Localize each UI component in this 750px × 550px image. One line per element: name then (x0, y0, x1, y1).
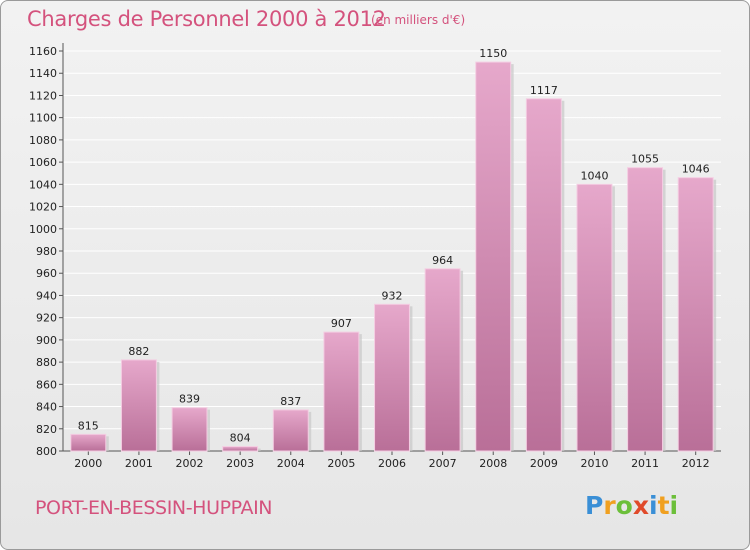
bar-2004 (272, 409, 309, 452)
logo-letter: o (615, 491, 633, 520)
y-tick-label: 960 (36, 267, 57, 280)
x-tick-label-2003: 2003 (226, 457, 254, 470)
chart-title: Charges de Personnel 2000 à 2012 (27, 7, 386, 31)
data-label-2002: 839 (179, 393, 200, 406)
x-tick-label-2006: 2006 (378, 457, 406, 470)
data-label-2009: 1117 (530, 84, 558, 97)
x-tick-label-2002: 2002 (176, 457, 204, 470)
data-label-2000: 815 (78, 419, 99, 432)
data-labels: 815 882 839 804 837 907 932 964 1150 1117 1040 1055… (78, 47, 710, 444)
bar-2009 (525, 98, 562, 452)
logo-letter: i (649, 491, 658, 520)
bar-2002 (171, 407, 208, 452)
x-tick-label-2001: 2001 (125, 457, 153, 470)
data-label-2003: 804 (230, 432, 251, 445)
logo-letter: t (657, 491, 670, 520)
y-tick-label: 820 (36, 423, 57, 436)
x-tick-label-2009: 2009 (530, 457, 558, 470)
bar-2012 (677, 177, 714, 452)
x-tick-label-2007: 2007 (429, 457, 457, 470)
data-label-2008: 1150 (479, 47, 507, 60)
y-tick-label: 900 (36, 334, 57, 347)
x-tick-labels: 2000 2001 2002 2003 2004 2005 2006 2007 2008 2009… (74, 457, 709, 470)
y-tick-label: 860 (36, 378, 57, 391)
y-tick-label: 1060 (29, 156, 57, 169)
data-label-2012: 1046 (682, 163, 710, 176)
bar-2006 (374, 303, 410, 452)
bar-2001 (120, 359, 157, 452)
bar-2000 (70, 433, 107, 452)
logo-letter: r (603, 491, 616, 520)
data-label-2006: 932 (382, 289, 403, 302)
y-tick-label: 840 (36, 401, 57, 414)
data-label-2010: 1040 (580, 169, 608, 182)
y-tick-label: 920 (36, 312, 57, 325)
town-name: PORT-EN-BESSIN-HUPPAIN (35, 497, 273, 519)
y-tick-labels: 800 820 840 860 880 900 920 940 960 980 1000 1020 10… (29, 45, 57, 458)
bar-2007 (424, 268, 461, 452)
bar-2008 (475, 61, 512, 452)
data-label-2011: 1055 (631, 153, 659, 166)
y-tick-label: 980 (36, 245, 57, 258)
x-tick-label-2005: 2005 (327, 457, 355, 470)
bar-2011 (627, 167, 664, 452)
y-tick-label: 1080 (29, 134, 57, 147)
x-tick-label-2000: 2000 (74, 457, 102, 470)
bar-2003 (222, 446, 259, 452)
y-tick-label: 1120 (29, 89, 57, 102)
x-tick-label-2004: 2004 (277, 457, 305, 470)
x-tick-label-2010: 2010 (580, 457, 608, 470)
bar-2010 (576, 183, 613, 452)
y-tick-label: 1040 (29, 178, 57, 191)
x-tick-label-2008: 2008 (479, 457, 507, 470)
logo-letter: i (669, 491, 679, 520)
y-tick-label: 940 (36, 289, 57, 302)
logo-letter: x (632, 491, 649, 520)
data-label-2005: 907 (331, 317, 352, 330)
x-tick-label-2011: 2011 (631, 457, 659, 470)
y-tick-label: 880 (36, 356, 57, 369)
bars (70, 61, 717, 452)
data-label-2007: 964 (432, 254, 453, 267)
y-tick-label: 1100 (29, 112, 57, 125)
y-tick-label: 800 (36, 445, 57, 458)
chart-subtitle: (en milliers d'€) (371, 13, 466, 27)
data-label-2001: 882 (128, 345, 149, 358)
y-tick-label: 1140 (29, 67, 57, 80)
y-tick-label: 1160 (29, 45, 57, 58)
proxiti-logo[interactable]: Proxiti (585, 491, 678, 520)
logo-letter: P (585, 491, 604, 520)
data-label-2004: 837 (280, 395, 301, 408)
x-tick-label-2012: 2012 (682, 457, 710, 470)
y-tick-label: 1020 (29, 201, 57, 214)
y-tick-label: 1000 (29, 223, 57, 236)
bar-2005 (323, 331, 360, 452)
